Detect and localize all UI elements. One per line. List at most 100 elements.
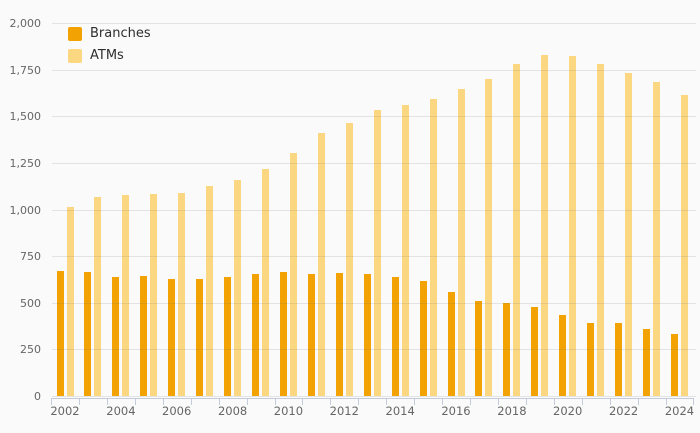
bar-branches-2005[interactable] [140,276,148,396]
x-axis-line [50,398,694,399]
bar-branches-2011[interactable] [307,274,315,396]
x-axis-label-2020: 2020 [553,404,583,418]
x-axis-label-2004: 2004 [106,404,136,418]
bar-atms-2014[interactable] [401,104,409,396]
x-axis-tick [162,398,164,405]
y-axis-label-500: 500 [20,297,41,310]
y-axis-label-750: 750 [20,250,41,263]
bar-branches-2004[interactable] [112,276,120,396]
bar-atms-2007[interactable] [206,186,214,396]
bar-atms-2010[interactable] [289,153,297,396]
bar-branches-2009[interactable] [252,273,259,396]
x-axis-label-2012: 2012 [329,404,359,418]
legend-label-atms: ATMs [90,48,124,63]
bar-branches-2020[interactable] [559,315,567,396]
x-axis-tick [79,398,80,405]
bar-atms-2004[interactable] [122,195,130,396]
legend-item-branches[interactable]: Branches [68,23,151,45]
x-axis-tick [497,398,499,405]
legend-label-branches: Branches [90,26,151,41]
y-axis-label-0: 0 [34,390,41,403]
bar-branches-2024[interactable] [671,333,678,396]
x-axis-tick [190,398,192,405]
bar-atms-2017[interactable] [485,78,493,396]
x-axis-label-2024: 2024 [664,404,695,418]
x-axis-label-2006: 2006 [162,404,192,418]
bar-branches-2012[interactable] [335,273,343,396]
legend-swatch-atms-icon [68,49,82,63]
x-axis-tick [106,398,108,405]
bar-atms-2011[interactable] [317,133,325,396]
bar-atms-2005[interactable] [150,194,158,396]
bar-atms-2016[interactable] [457,88,465,396]
bar-branches-2019[interactable] [531,307,539,396]
x-axis-tick [330,398,332,405]
bar-atms-2018[interactable] [513,63,521,396]
bar-atms-2023[interactable] [653,82,660,396]
y-axis-label-1000: 1,000 [9,204,42,217]
gridline-0 [52,396,696,397]
x-axis-tick [134,398,136,405]
legend: Branches ATMs [68,23,151,67]
x-axis-tick [609,398,611,405]
bar-atms-2003[interactable] [94,197,102,396]
bar-atms-2012[interactable] [345,122,353,396]
bar-atms-2024[interactable] [681,95,688,396]
bar-branches-2015[interactable] [419,281,427,396]
bar-branches-2018[interactable] [503,303,511,396]
x-axis-tick [218,398,220,405]
x-axis-tick [386,398,388,405]
x-axis-label-2010: 2010 [273,404,304,418]
x-axis-tick [525,398,527,405]
bar-branches-2007[interactable] [196,278,204,396]
y-axis-label-2000: 2,000 [9,17,42,30]
bar-atms-2020[interactable] [569,56,577,396]
x-axis-label-2016: 2016 [441,404,471,418]
bar-atms-2022[interactable] [625,72,633,396]
bar-atms-2013[interactable] [373,110,381,396]
bar-branches-2023[interactable] [643,329,650,396]
bar-branches-2013[interactable] [363,274,371,396]
bar-branches-2006[interactable] [168,278,176,396]
y-axis-label-1250: 1,250 [9,157,42,170]
bar-atms-2009[interactable] [262,168,269,396]
x-axis-tick [302,398,304,405]
x-axis-tick [553,398,555,405]
x-axis-tick [470,398,471,405]
legend-swatch-branches-icon [68,27,82,41]
bar-atms-2002[interactable] [66,207,74,396]
x-axis-tick [51,398,52,405]
bar-branches-2016[interactable] [447,291,455,396]
x-axis-tick [414,398,416,405]
y-axis-label-1500: 1,500 [9,110,42,123]
y-axis-label-1750: 1,750 [9,64,42,77]
bar-branches-2022[interactable] [615,322,623,396]
bar-branches-2008[interactable] [224,276,232,396]
bar-branches-2021[interactable] [587,323,595,396]
bar-branches-2010[interactable] [279,272,287,396]
x-axis-tick [665,398,667,405]
x-axis-label-2018: 2018 [497,404,527,418]
bar-branches-2002[interactable] [56,271,64,396]
x-axis-label-2014: 2014 [385,404,415,418]
x-axis-tick [693,398,695,405]
bar-branches-2017[interactable] [475,300,483,396]
x-axis-label-2002: 2002 [50,404,80,418]
legend-item-atms[interactable]: ATMs [68,45,151,67]
x-axis-label-2022: 2022 [608,404,639,418]
x-axis-tick [274,398,276,405]
y-axis-label-250: 250 [20,343,41,356]
x-axis-tick [246,398,248,405]
bar-branches-2014[interactable] [391,277,399,396]
x-axis-tick [581,398,583,405]
x-axis-label-2008: 2008 [217,404,248,418]
bar-atms-2015[interactable] [429,98,437,396]
bar-atms-2008[interactable] [234,179,242,396]
bar-atms-2006[interactable] [178,192,186,396]
bar-atms-2019[interactable] [541,54,549,396]
bar-branches-2003[interactable] [84,272,92,396]
x-axis-tick [442,398,444,405]
x-axis-tick [637,398,639,405]
bar-atms-2021[interactable] [597,63,605,396]
